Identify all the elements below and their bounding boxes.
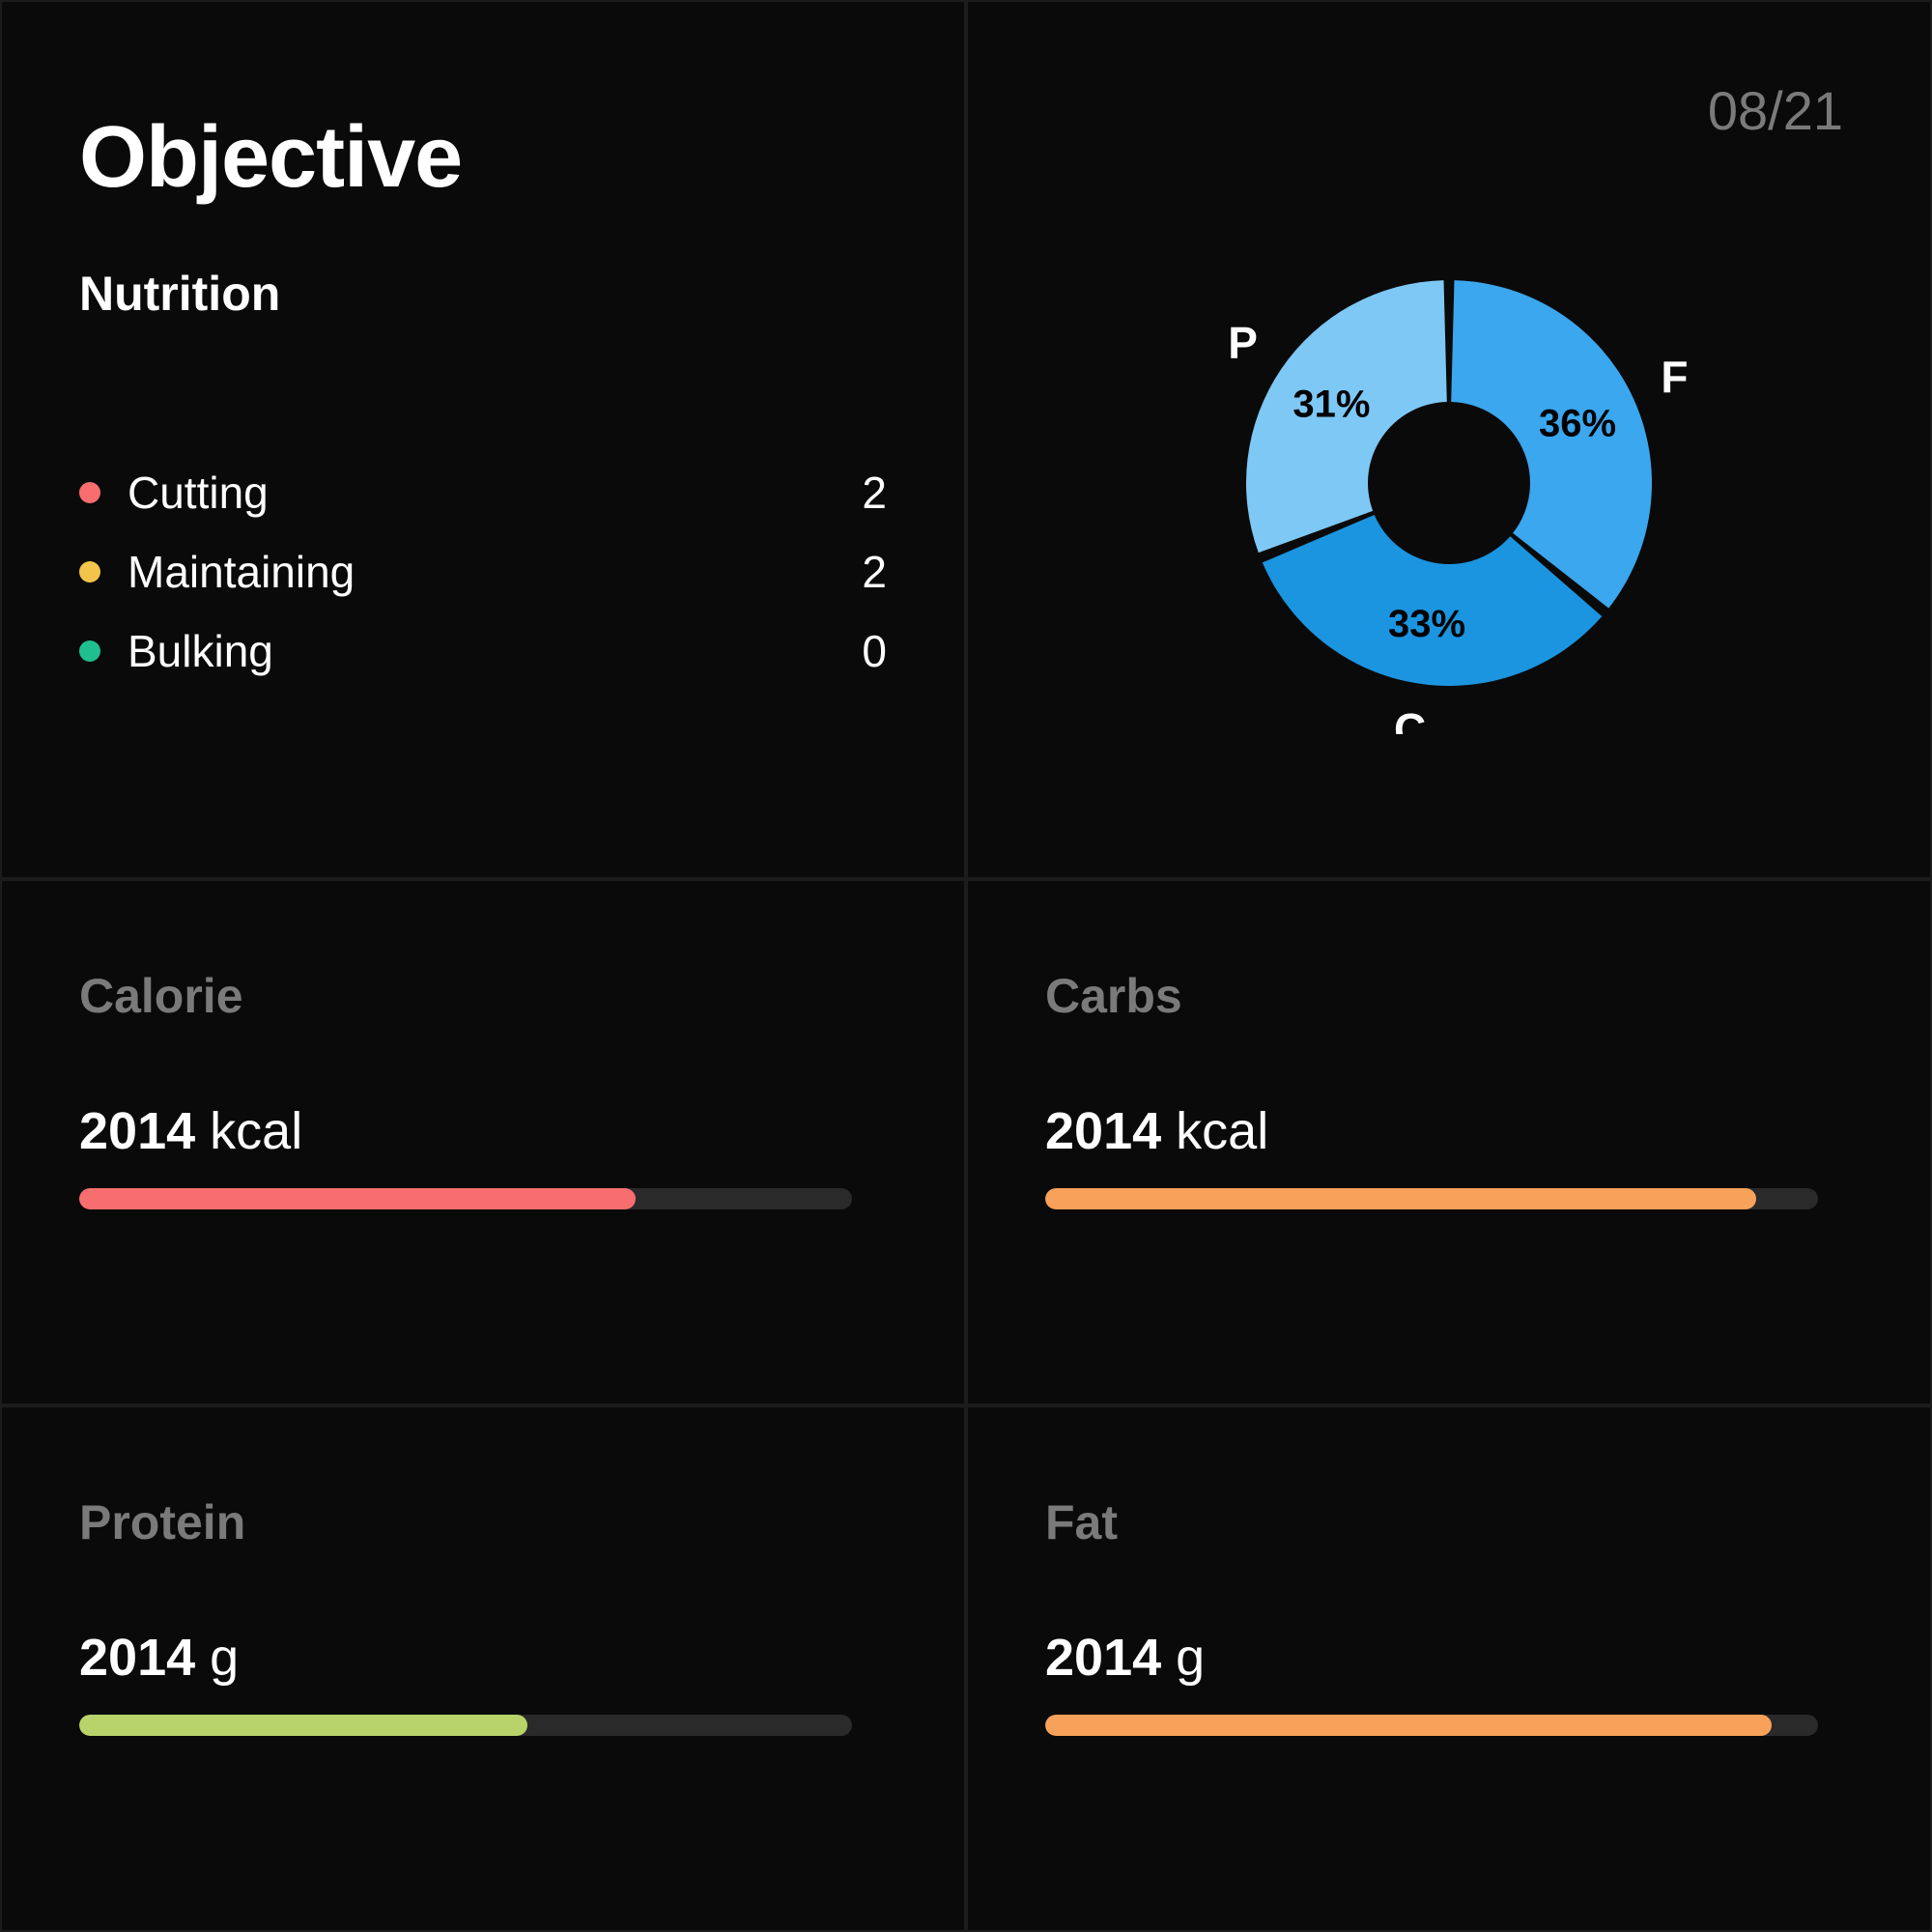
progress-track — [79, 1188, 852, 1209]
chart-panel: 08/21 31% P 33% C 36% F — [966, 0, 1932, 879]
metric-unit: kcal — [210, 1102, 302, 1160]
legend-label: Maintaining — [128, 546, 862, 598]
metric-value-line: 2014 g — [79, 1628, 887, 1688]
legend-value: 0 — [862, 625, 887, 677]
legend-dot-maintaining — [79, 561, 100, 582]
legend-row-bulking: Bulking 0 — [79, 625, 887, 677]
donut-letter-label: P — [1228, 318, 1258, 368]
legend-dot-bulking — [79, 640, 100, 662]
metric-value-line: 2014 kcal — [79, 1101, 887, 1161]
macro-donut-chart: 31% P 33% C 36% F — [1198, 232, 1700, 734]
objective-panel: Objective Nutrition Cutting 2 Maintainin… — [0, 0, 966, 879]
progress-fill — [79, 1715, 527, 1736]
metric-value: 2014 — [1045, 1629, 1161, 1687]
metric-unit: g — [1176, 1629, 1205, 1687]
progress-fill — [1045, 1715, 1772, 1736]
date-label: 08/21 — [1708, 79, 1843, 142]
metric-value-line: 2014 kcal — [1045, 1101, 1853, 1161]
donut-pct-label: 36% — [1539, 403, 1616, 445]
legend-value: 2 — [862, 467, 887, 519]
progress-track — [79, 1715, 852, 1736]
metric-title: Fat — [1045, 1494, 1853, 1550]
donut-pct-label: 31% — [1293, 384, 1370, 426]
legend-row-cutting: Cutting 2 — [79, 467, 887, 519]
legend-label: Bulking — [128, 625, 862, 677]
progress-fill — [79, 1188, 636, 1209]
progress-track — [1045, 1715, 1818, 1736]
metric-fat: Fat 2014 g — [966, 1406, 1932, 1932]
legend-row-maintaining: Maintaining 2 — [79, 546, 887, 598]
page-subtitle: Nutrition — [79, 266, 887, 322]
metric-unit: g — [210, 1629, 239, 1687]
metric-unit: kcal — [1176, 1102, 1268, 1160]
dashboard-grid: Objective Nutrition Cutting 2 Maintainin… — [0, 0, 1932, 1932]
objective-legend: Cutting 2 Maintaining 2 Bulking 0 — [79, 467, 887, 677]
donut-pct-label: 33% — [1388, 603, 1465, 645]
progress-track — [1045, 1188, 1818, 1209]
page-title: Objective — [79, 108, 887, 208]
donut-letter-label: F — [1661, 352, 1688, 402]
legend-dot-cutting — [79, 482, 100, 503]
metric-title: Carbs — [1045, 968, 1853, 1024]
legend-value: 2 — [862, 546, 887, 598]
metric-value-line: 2014 g — [1045, 1628, 1853, 1688]
metric-value: 2014 — [79, 1102, 195, 1160]
metric-carbs: Carbs 2014 kcal — [966, 879, 1932, 1406]
metric-calorie: Calorie 2014 kcal — [0, 879, 966, 1406]
metric-protein: Protein 2014 g — [0, 1406, 966, 1932]
legend-label: Cutting — [128, 467, 862, 519]
metric-title: Calorie — [79, 968, 887, 1024]
donut-letter-label: C — [1394, 704, 1426, 734]
metric-value: 2014 — [79, 1629, 195, 1687]
progress-fill — [1045, 1188, 1756, 1209]
metric-title: Protein — [79, 1494, 887, 1550]
metric-value: 2014 — [1045, 1102, 1161, 1160]
